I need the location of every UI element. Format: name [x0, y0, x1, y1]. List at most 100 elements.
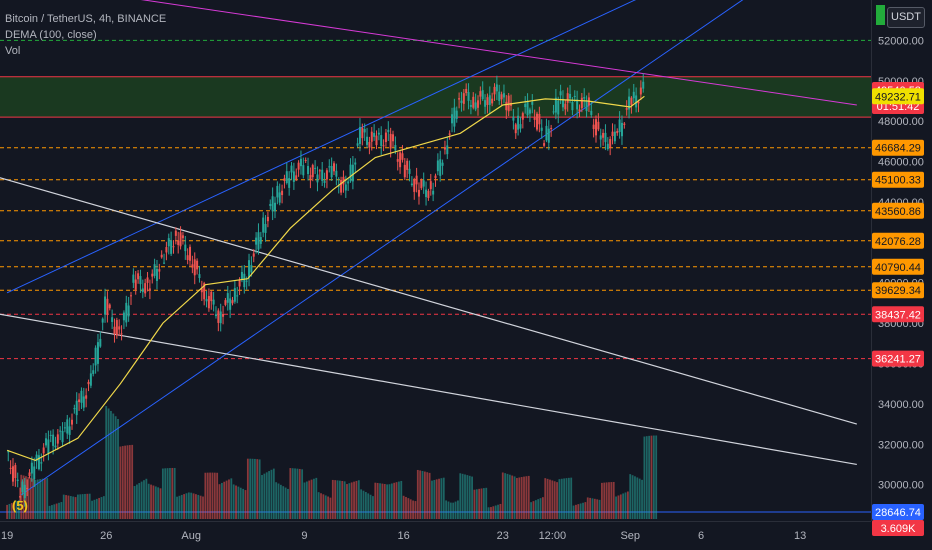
volume-bar: [603, 482, 606, 519]
candle-body: [163, 262, 166, 264]
volume-bar: [187, 492, 190, 519]
volume-bar: [650, 435, 653, 519]
candle-body: [238, 280, 241, 287]
volume-bar: [69, 496, 72, 519]
candle-body: [61, 430, 64, 443]
volume-bar: [461, 473, 464, 519]
volume-bar: [185, 493, 188, 519]
candle-body: [602, 132, 605, 138]
candle-body: [528, 109, 531, 114]
candle-body: [276, 185, 279, 198]
candle-body: [311, 165, 314, 178]
price-tag-9: 38437.42: [875, 309, 921, 321]
volume-bar: [584, 502, 587, 519]
candle-body: [521, 113, 524, 120]
price-tag-10: 36241.27: [875, 354, 921, 366]
volume-bar: [265, 472, 268, 519]
candle-body: [342, 176, 345, 185]
symbol-title[interactable]: Bitcoin / TetherUS, 4h, BINANCE: [5, 13, 167, 25]
candle-body: [153, 264, 156, 276]
volume-bar: [400, 480, 403, 519]
candle-body: [23, 484, 26, 499]
candle-body: [130, 295, 133, 297]
volume-bar: [398, 481, 400, 519]
indicator-volume-label[interactable]: Vol: [5, 45, 21, 57]
candle-body: [635, 95, 638, 108]
candle-body: [144, 283, 147, 294]
volume-bar: [435, 479, 438, 519]
candle-body: [82, 396, 85, 408]
candle-body: [78, 399, 81, 403]
volume-bar: [423, 471, 426, 519]
candle-body: [540, 127, 543, 131]
volume-bar: [414, 501, 417, 519]
volume-bar: [169, 468, 171, 519]
volume-bar: [242, 488, 245, 519]
volume-bar: [631, 475, 634, 519]
currency-button[interactable]: USDT: [887, 7, 925, 28]
volume-bar: [119, 446, 122, 519]
candle-body: [302, 165, 305, 176]
volume-bar: [357, 480, 360, 519]
candle-body: [514, 124, 517, 134]
candle-body: [333, 163, 336, 172]
volume-bar: [497, 504, 499, 519]
trend-line-magenta-resistance: [140, 0, 857, 106]
volume-bar: [213, 472, 216, 519]
volume-bar: [426, 472, 429, 519]
candle-body: [552, 111, 555, 113]
volume-bar: [615, 496, 617, 519]
candle-body: [94, 347, 97, 366]
volume-bar: [612, 481, 615, 519]
candle-body: [233, 288, 236, 302]
candle-body: [618, 119, 621, 132]
candle-body: [595, 119, 598, 136]
candle-body: [620, 122, 623, 137]
candle-body: [16, 479, 19, 482]
candle-body: [47, 439, 50, 454]
volume-bar: [624, 492, 627, 519]
candle-body: [609, 138, 612, 148]
price-tag-4: 45100.33: [875, 175, 921, 187]
volume-bar: [372, 496, 374, 519]
indicator-dema-label[interactable]: DEMA (100, close): [5, 29, 97, 41]
volume-bar: [563, 478, 566, 519]
price-tag-11: 28646.74: [875, 507, 921, 519]
volume-bar: [235, 485, 237, 519]
volume-bar: [67, 495, 70, 519]
candle-body: [250, 265, 253, 273]
candle-body: [89, 373, 92, 386]
candle-body: [269, 203, 272, 206]
volume-bar: [270, 469, 273, 519]
candle-body: [354, 162, 357, 165]
volume-bar: [81, 494, 84, 519]
volume-bar: [440, 478, 443, 519]
dema-line: [6, 95, 645, 462]
candle-body: [604, 132, 607, 143]
volume-bar: [376, 482, 379, 519]
volume-bar: [249, 458, 252, 519]
volume-bar: [445, 500, 448, 519]
volume-bar: [39, 479, 42, 519]
price-tick-label: 52000.00: [878, 35, 924, 47]
volume-bar: [379, 483, 381, 519]
volume-bar: [459, 473, 462, 519]
candle-body: [271, 196, 274, 212]
volume-bar: [350, 482, 353, 519]
volume-bar: [339, 480, 341, 519]
volume-bar: [317, 492, 320, 519]
volume-bar: [532, 501, 535, 519]
volume-bar: [183, 494, 186, 519]
candle-body: [434, 175, 437, 179]
candle-body: [174, 230, 177, 236]
volume-bar: [468, 475, 471, 519]
candle-body: [212, 299, 215, 305]
volume-bar: [428, 472, 431, 519]
candle-body: [288, 178, 291, 188]
volume-bar: [405, 496, 407, 519]
volume-bar: [388, 484, 391, 519]
candle-body: [578, 109, 581, 112]
candle-body: [554, 97, 557, 113]
candle-body: [451, 114, 454, 124]
